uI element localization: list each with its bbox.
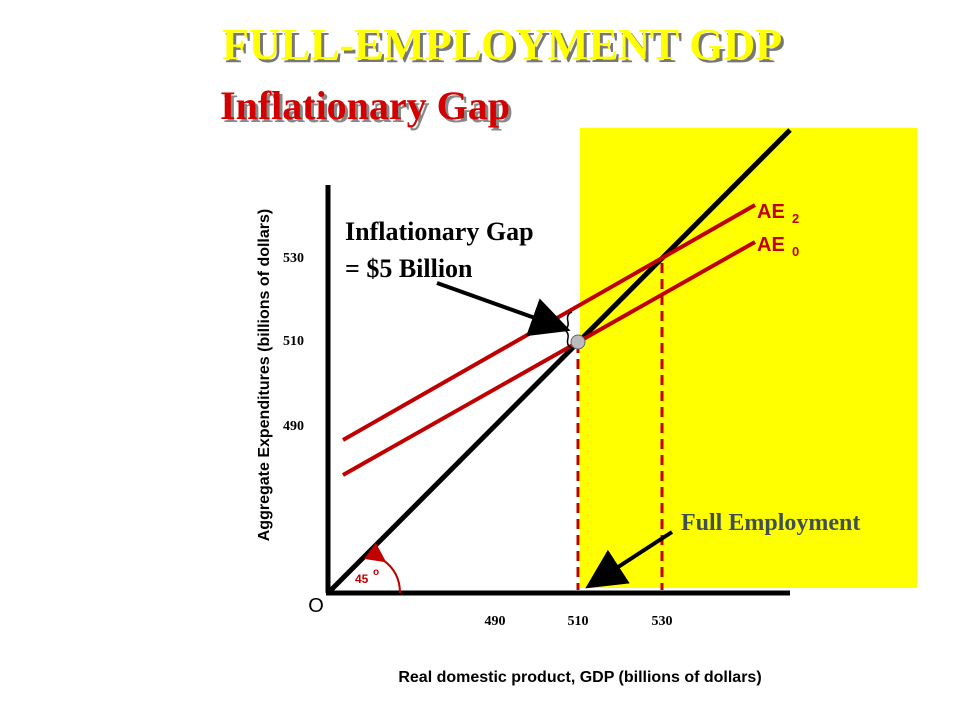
curve-label: AE — [757, 201, 785, 223]
y-axis-label: Aggregate Expenditures (billions of doll… — [256, 209, 273, 541]
angle-arc — [364, 542, 401, 594]
x-tick-label: 510 — [568, 614, 589, 629]
gap-annotation: Inflationary Gap — [345, 217, 534, 246]
y-tick-label: 490 — [283, 419, 304, 434]
curve-subscript: 2 — [792, 211, 799, 226]
title: FULL-EMPLOYMENT GDP — [222, 20, 782, 69]
title-shadow: FULL-EMPLOYMENT GDP — [225, 23, 785, 72]
x-tick-label: 490 — [485, 614, 506, 629]
angle-unit: o — [373, 567, 379, 578]
subtitle: Inflationary Gap — [220, 83, 510, 128]
ae0-line — [342, 240, 756, 477]
highlight-area — [580, 128, 917, 588]
x-axis-label: Real domestic product, GDP (billions of … — [398, 669, 761, 686]
y-tick-label: 510 — [283, 334, 304, 349]
equilibrium-point — [570, 334, 586, 350]
45-degree-line — [326, 128, 792, 595]
origin-label: O — [308, 595, 324, 617]
fe-arrow — [585, 530, 674, 589]
curve-label: AE — [757, 234, 785, 256]
full-employment-label: Full Employment — [681, 510, 860, 536]
gap-annotation: = $5 Billion — [345, 254, 473, 283]
angle-label: 45 — [355, 572, 369, 586]
gap-arrow — [436, 281, 571, 337]
subtitle-shadow: Inflationary Gap — [223, 86, 513, 131]
x-tick-label: 530 — [652, 614, 673, 629]
curve-subscript: 0 — [792, 244, 799, 259]
y-tick-label: 530 — [283, 251, 304, 266]
